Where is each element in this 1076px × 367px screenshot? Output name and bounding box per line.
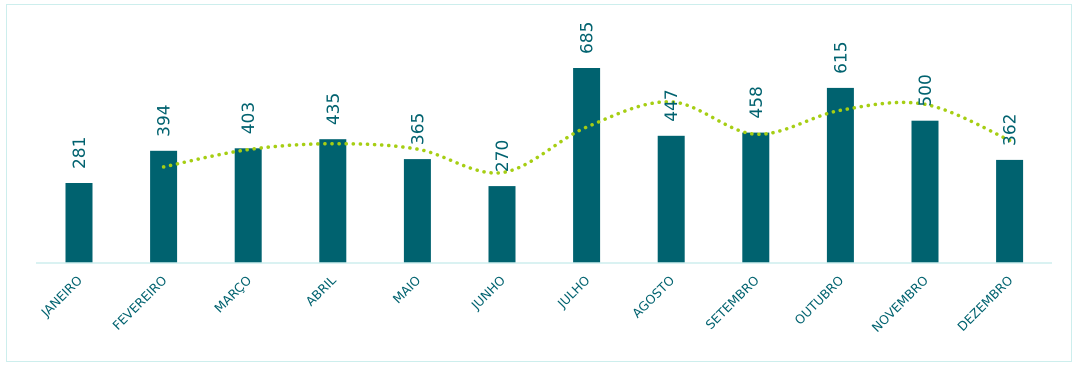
x-tick-label-julho: JULHO <box>554 272 593 311</box>
bar-agosto <box>657 135 685 263</box>
data-label-abril: 435 <box>324 93 344 125</box>
bar-fevereiro <box>150 150 178 263</box>
bar-dezembro <box>996 159 1024 263</box>
data-label-setembro: 458 <box>747 86 767 118</box>
bar-outubro <box>826 87 854 264</box>
data-label-novembro: 500 <box>916 74 936 106</box>
data-label-janeiro: 281 <box>70 137 90 169</box>
x-tick-label-fevereiro: FEVEREIRO <box>109 272 169 332</box>
trendline <box>161 100 1012 175</box>
bar-setembro <box>742 132 770 263</box>
x-tick-label-novembro: NOVEMBRO <box>869 272 932 335</box>
x-tick-label-outubro: OUTUBRO <box>791 272 846 327</box>
x-tick-label-maio: MAIO <box>390 272 424 306</box>
bar-janeiro <box>65 183 93 263</box>
bar-novembro <box>911 120 939 263</box>
data-label-junho: 270 <box>493 140 513 172</box>
data-label-agosto: 447 <box>662 89 682 121</box>
data-label-fevereiro: 394 <box>155 104 175 136</box>
bar-abril <box>319 139 347 263</box>
trendline-path <box>161 100 1012 175</box>
x-tick-label-dezembro: DEZEMBRO <box>954 272 1016 334</box>
bar-junho <box>488 186 516 263</box>
x-tick-label-setembro: SETEMBRO <box>702 272 762 332</box>
x-tick-labels: JANEIRO FEVEREIRO MARÇO ABRIL MAIO JUNHO JULHO… <box>37 272 1015 335</box>
x-tick-label-agosto: AGOSTO <box>629 272 677 320</box>
bar-maio <box>403 159 431 263</box>
x-tick-label-abril: ABRIL <box>303 272 339 308</box>
data-label-março: 403 <box>239 102 259 134</box>
data-label-outubro: 615 <box>831 41 851 73</box>
bar-series <box>65 68 1024 264</box>
data-labels: 281 394 403 435 365 270 685 447 458 615 500 362 <box>70 22 1021 173</box>
data-label-maio: 365 <box>408 113 428 145</box>
x-tick-label-janeiro: JANEIRO <box>37 272 85 320</box>
chart-frame <box>6 4 1072 362</box>
x-tick-label-março: MARÇO <box>211 272 254 315</box>
data-label-julho: 685 <box>578 22 598 54</box>
data-label-dezembro: 362 <box>1001 113 1021 145</box>
bar-julho <box>573 68 601 263</box>
bar-março <box>234 148 262 263</box>
x-tick-label-junho: JUNHO <box>468 272 509 313</box>
